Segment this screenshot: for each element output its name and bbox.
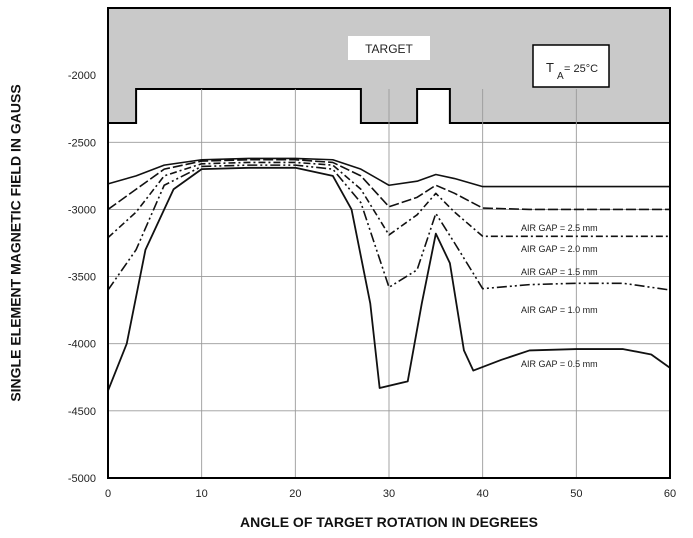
y-tick-label: -3500: [68, 272, 96, 284]
plot-frame: [107, 7, 671, 479]
y-tick-label: -5000: [68, 473, 96, 485]
temperature-label-prefix: T: [546, 60, 554, 75]
y-tick-label: -3000: [68, 204, 96, 216]
x-tick-label: 50: [570, 488, 582, 500]
series-line: [107, 158, 670, 211]
y-tick-label: -4500: [68, 406, 96, 418]
series-line: [107, 166, 671, 392]
temperature-label-subscript: A: [557, 71, 564, 82]
target-label: TARGET: [365, 42, 413, 56]
x-tick-label: 30: [383, 488, 395, 500]
y-axis-title-wrap: SINGLE ELEMENT MAGNETIC FIELD IN GAUSS: [6, 8, 26, 478]
series-line: [107, 157, 670, 188]
target-label-box: [348, 36, 430, 60]
temperature-box: [532, 44, 610, 88]
series-line: [107, 164, 671, 291]
series-label: AIR GAP = 2.5 mm: [521, 223, 598, 233]
temperature-label-suffix: = 25°C: [564, 63, 598, 75]
x-tick-label: 20: [289, 488, 301, 500]
series-label: AIR GAP = 2.0 mm: [521, 244, 598, 254]
y-tick-label: -4000: [68, 339, 96, 351]
series-layer: [107, 157, 671, 392]
x-tick-label: 0: [105, 488, 111, 500]
x-axis-title: ANGLE OF TARGET ROTATION IN DEGREES: [240, 514, 538, 530]
annotation-layer: AIR GAP = 2.5 mm AIR GAP = 2.0 mm AIR GAP …: [348, 36, 610, 369]
y-axis-title: SINGLE ELEMENT MAGNETIC FIELD IN GAUSS: [8, 84, 25, 402]
x-tick-label: 60: [664, 488, 676, 500]
x-tick-label: 40: [477, 488, 489, 500]
series-label: AIR GAP = 1.0 mm: [521, 305, 598, 315]
axis-layer: 0 10 20 30 40 50 60 -2000 -2500 -3000 -3500 -4000 -4…: [68, 7, 676, 500]
y-tick-label: -2500: [68, 137, 96, 149]
target-fill: [108, 8, 670, 123]
y-tick-label: -2000: [68, 70, 96, 82]
series-line: [107, 161, 670, 239]
series-label: AIR GAP = 1.5 mm: [521, 267, 598, 277]
series-label: AIR GAP = 0.5 mm: [521, 359, 598, 369]
x-tick-label: 10: [196, 488, 208, 500]
